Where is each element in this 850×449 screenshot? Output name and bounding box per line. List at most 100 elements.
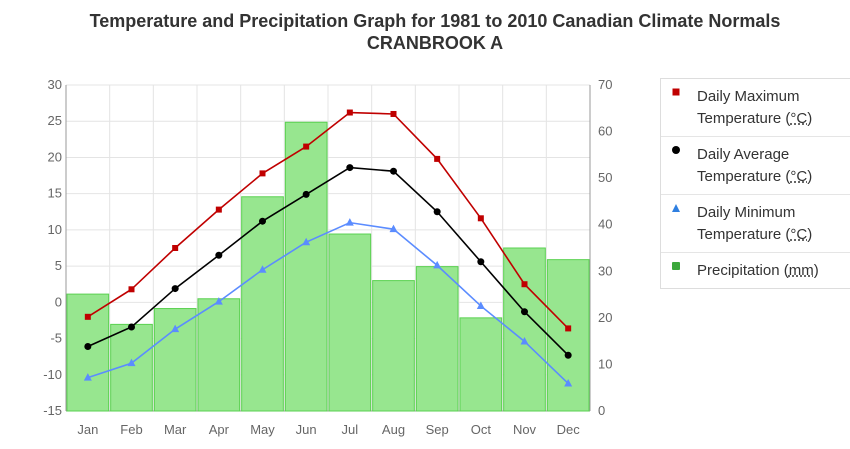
y-left-tick-label: 20 <box>48 149 62 164</box>
square-marker-icon <box>672 88 680 96</box>
max-temp-point <box>390 110 397 117</box>
min-temp-point <box>476 301 485 309</box>
x-tick-label: Dec <box>557 422 581 437</box>
x-tick-label: Feb <box>120 422 142 437</box>
legend-unit-avg: °C <box>790 168 808 185</box>
avg-temp-point <box>346 164 354 172</box>
avg-temp-point <box>259 217 266 225</box>
min-temp-point <box>433 260 442 269</box>
y-left-tick-label: -10 <box>43 367 62 382</box>
y-left-tick-label: 15 <box>48 186 62 201</box>
x-tick-label: Mar <box>164 422 187 437</box>
max-temp-point <box>215 206 222 213</box>
min-temp-point <box>83 373 92 381</box>
precipitation-bar <box>284 121 328 412</box>
min-temp-point <box>214 297 223 305</box>
max-temp-point <box>128 286 135 293</box>
precipitation-bar <box>503 247 546 412</box>
y-left-tick-label: 30 <box>48 77 62 92</box>
min-temp-point <box>171 324 180 333</box>
max-temp-point <box>172 245 179 251</box>
max-temp-point <box>84 313 91 320</box>
y-right-tick-label: 10 <box>598 356 612 371</box>
x-tick-label: Oct <box>471 422 492 437</box>
y-left-tick-label: -5 <box>50 331 62 346</box>
max-temp-point <box>565 325 572 332</box>
chart-legend: Daily Maximum Temperature (°C) Daily Ave… <box>660 78 850 289</box>
avg-temp-point <box>433 208 441 216</box>
triangle-marker-icon <box>672 204 680 212</box>
x-tick-label: Nov <box>513 422 537 437</box>
x-tick-label: Apr <box>209 422 230 437</box>
min-temp-point <box>127 358 136 367</box>
avg-temp-point <box>84 343 92 351</box>
y-left-tick-label: 0 <box>55 294 62 309</box>
y-right-tick-label: 40 <box>598 217 612 232</box>
x-tick-label: Sep <box>426 422 449 437</box>
y-left-tick-label: 5 <box>55 258 62 273</box>
x-tick-label: Jul <box>342 422 359 437</box>
precipitation-bar <box>241 196 284 412</box>
max-temp-point <box>434 155 441 162</box>
legend-item-min[interactable]: Daily Minimum Temperature (°C) <box>661 194 850 252</box>
legend-label-precip: Precipitation <box>697 262 780 279</box>
y-right-tick-label: 70 <box>598 77 612 92</box>
y-left-tick-label: 25 <box>48 113 62 128</box>
legend-unit-min: °C <box>790 226 808 243</box>
avg-temp-point <box>477 258 485 266</box>
avg-temp-point <box>215 251 223 259</box>
legend-item-avg[interactable]: Daily Average Temperature (°C) <box>661 136 850 194</box>
legend-unit-max: °C <box>790 110 808 127</box>
max-temp-point <box>259 170 266 177</box>
min-temp-point <box>564 378 573 387</box>
legend-label-max: Daily Maximum Temperature <box>697 88 800 127</box>
precipitation-bar <box>459 317 503 412</box>
precipitation-bar <box>66 293 110 412</box>
precipitation-bar <box>197 298 241 412</box>
avg-temp-point <box>521 308 528 316</box>
bar-marker-icon <box>672 262 680 270</box>
min-temp-point <box>520 336 529 345</box>
y-right-tick-label: 50 <box>598 170 612 185</box>
avg-temp-point <box>390 167 397 175</box>
legend-item-max[interactable]: Daily Maximum Temperature (°C) <box>661 79 850 136</box>
legend-unit-precip: mm <box>788 262 814 279</box>
precipitation-bar <box>415 266 459 412</box>
avg-temp-point <box>564 351 572 359</box>
y-left-tick-label: -15 <box>43 403 62 418</box>
x-tick-label: May <box>250 422 275 437</box>
min-temp-point <box>258 265 267 273</box>
precipitation-bar <box>546 259 590 412</box>
x-tick-label: Aug <box>382 422 405 437</box>
precipitation-bar <box>153 308 197 412</box>
max-temp-point <box>346 109 353 116</box>
max-temp-line <box>87 111 569 329</box>
y-left-tick-label: 10 <box>48 222 62 237</box>
avg-temp-point <box>128 323 135 331</box>
legend-item-precip[interactable]: Precipitation (mm) <box>661 252 850 288</box>
legend-label-min: Daily Minimum Temperature <box>697 204 796 243</box>
x-tick-label: Jan <box>77 422 98 437</box>
x-tick-label: Jun <box>296 422 317 437</box>
legend-label-avg: Daily Average Temperature <box>697 146 790 185</box>
min-temp-point <box>389 224 398 233</box>
min-temp-line <box>87 221 569 385</box>
max-temp-point <box>303 143 310 150</box>
chart-title: Temperature and Precipitation Graph for … <box>0 10 850 54</box>
y-right-tick-label: 20 <box>598 310 612 325</box>
y-right-tick-label: 60 <box>598 124 612 139</box>
min-temp-point <box>302 237 311 246</box>
circle-marker-icon <box>672 146 680 154</box>
y-right-tick-label: 0 <box>598 403 605 418</box>
avg-temp-point <box>302 190 310 198</box>
avg-temp-line <box>87 166 569 356</box>
max-temp-point <box>477 215 484 222</box>
avg-temp-point <box>171 285 179 293</box>
min-temp-point <box>345 218 354 226</box>
chart-title-line1: Temperature and Precipitation Graph for … <box>89 11 781 31</box>
y-right-tick-label: 30 <box>598 263 612 278</box>
chart-title-line2: CRANBROOK A <box>366 33 504 53</box>
precipitation-bar <box>372 280 415 412</box>
max-temp-point <box>521 281 528 288</box>
